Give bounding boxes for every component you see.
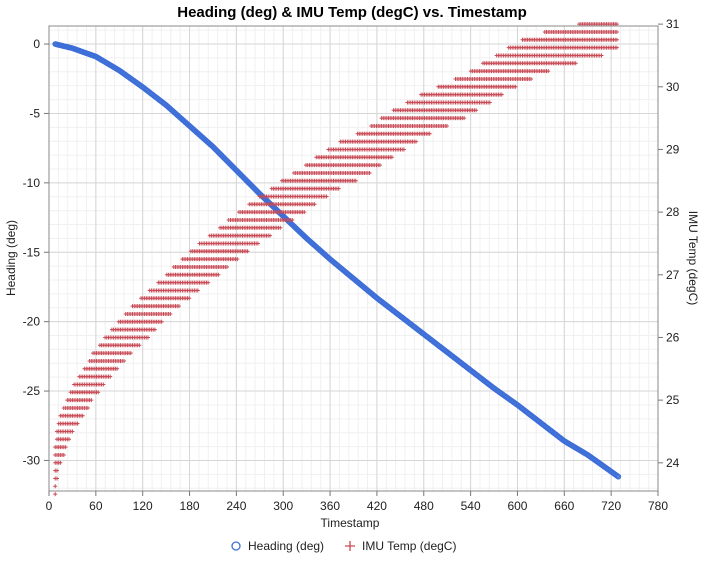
x-tick-label: 540: [461, 499, 481, 513]
imu-temp-point: [168, 312, 173, 316]
x-tick-label: 420: [367, 499, 387, 513]
y-axis-right-label: IMU Temp (degC): [686, 211, 700, 305]
x-tick-label: 180: [180, 499, 200, 513]
y-right-tick-label: 26: [666, 330, 680, 344]
imu-temp-point: [89, 398, 94, 403]
imu-temp-point: [216, 272, 221, 277]
legend-item: Heading (deg): [231, 539, 324, 553]
imu-temp-point: [146, 335, 150, 340]
x-tick-label: 600: [507, 499, 527, 513]
plot-series: [52, 22, 622, 497]
imu-temp-point: [101, 382, 106, 387]
series-heading: [52, 41, 622, 480]
legend-plus-marker: [345, 541, 355, 551]
y-right-tick-label: 28: [666, 205, 680, 219]
x-tick-label: 0: [46, 499, 53, 513]
legend-circle-marker: [231, 541, 241, 551]
imu-temp-point: [187, 296, 192, 301]
y-left-tick-label: -30: [23, 453, 41, 467]
imu-temp-point: [152, 327, 157, 332]
chart-title: Heading (deg) & IMU Temp (degC) vs. Time…: [177, 4, 526, 21]
imu-temp-point: [61, 453, 66, 457]
axes: 0 60 120 180 240 300 360 420 480 540 600 660 720 780 0…: [23, 17, 680, 513]
y-axis-left-label: Heading (deg): [4, 220, 18, 296]
imu-temp-point: [53, 484, 58, 489]
y-left-tick-label: 0: [33, 37, 40, 51]
imu-temp-point: [55, 468, 59, 473]
y-right-tick-label: 31: [666, 17, 680, 31]
imu-temp-point: [85, 406, 90, 410]
legend-item: IMU Temp (degC): [345, 539, 456, 553]
y-right-tick-label: 29: [666, 142, 680, 156]
x-tick-label: 60: [89, 499, 103, 513]
y-left-tick-label: -5: [29, 106, 40, 120]
imu-temp-point: [53, 492, 58, 497]
imu-temp-point: [235, 257, 240, 262]
series-imu-temp: [53, 22, 619, 497]
x-tick-label: 120: [133, 499, 153, 513]
x-tick-label: 720: [601, 499, 621, 513]
legend: Heading (deg) IMU Temp (degC): [231, 539, 456, 553]
legend-label: Heading (deg): [248, 539, 324, 553]
imu-temp-point: [108, 374, 113, 379]
imu-temp-point: [63, 445, 68, 450]
y-left-tick-label: -10: [23, 176, 41, 190]
y-right-tick-label: 27: [666, 268, 680, 282]
imu-temp-point: [206, 280, 211, 285]
imu-temp-point: [96, 390, 101, 395]
imu-temp-point: [137, 343, 142, 348]
x-tick-label: 660: [554, 499, 574, 513]
imu-temp-point: [128, 351, 133, 356]
x-tick-label: 360: [320, 499, 340, 513]
y-left-tick-label: -20: [23, 315, 41, 329]
imu-temp-point: [122, 359, 126, 363]
y-left-tick-label: -15: [23, 245, 41, 259]
y-right-tick-label: 30: [666, 80, 680, 94]
x-tick-label: 780: [648, 499, 668, 513]
imu-temp-point: [55, 476, 59, 481]
imu-temp-point: [225, 265, 229, 269]
grid: [48, 26, 659, 491]
imu-temp-point: [67, 437, 71, 442]
x-tick-label: 300: [273, 499, 293, 513]
x-axis-label: Timestamp: [321, 516, 380, 530]
imu-temp-point: [176, 304, 181, 309]
y-right-tick-label: 25: [666, 393, 680, 407]
plot-frame: [48, 25, 659, 492]
heading-point: [615, 473, 622, 480]
imu-temp-point: [115, 366, 120, 371]
imu-temp-point: [80, 413, 85, 418]
y-left-tick-label: -25: [23, 384, 41, 398]
x-tick-label: 240: [226, 499, 246, 513]
imu-temp-point: [195, 288, 200, 293]
imu-temp-point: [75, 421, 80, 426]
imu-temp-point: [70, 429, 75, 434]
y-right-tick-label: 24: [666, 456, 680, 470]
x-tick-label: 480: [414, 499, 434, 513]
imu-temp-point: [159, 319, 164, 324]
legend-label: IMU Temp (degC): [362, 539, 456, 553]
imu-temp-point: [58, 460, 63, 465]
